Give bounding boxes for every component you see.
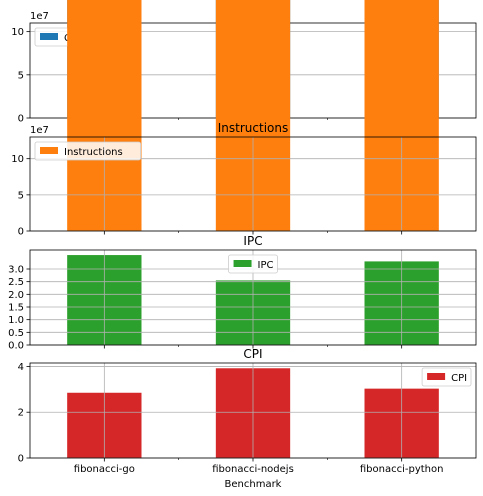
ipc-ytick-label-4: 2.0 [8,290,24,301]
ipc-frame [29,249,477,346]
cycles-offset-label: 1e7 [30,11,49,22]
cpi-ytick-label-0: 0 [18,454,24,465]
cpi-ytick-label-1: 2 [18,408,24,419]
x-axis-label: Benchmark [225,479,282,490]
instructions-frame [29,136,477,232]
cpi-ytick-label-2: 4 [18,362,24,373]
instructions-title: Instructions [218,121,288,135]
x-tick-label-fibonacci-python: fibonacci-python [360,464,444,475]
ipc-ytick-label-1: 0.5 [8,328,24,339]
cpi-legend-label: CPI [451,373,467,384]
cpi-title: CPI [243,347,262,361]
ipc-title: IPC [243,234,262,248]
instructions-ytick-label-2: 10 [11,154,24,165]
instructions-offset-label: 1e7 [30,125,49,136]
instructions-legend-box [34,141,141,161]
ipc-legend-label: IPC [258,260,274,271]
cpi-frame [29,362,477,459]
ipc-ytick-label-0: 0.0 [8,341,24,352]
cycles-ytick-label-1: 5 [18,70,24,81]
ipc-ytick-label-3: 1.5 [8,303,24,314]
instructions-ytick-label-1: 5 [18,190,24,201]
instructions-legend-label: Instructions [64,147,123,158]
cycles-ytick-label-2: 10 [11,27,24,38]
ipc-ytick-label-6: 3.0 [8,265,24,276]
cpi-legend-swatch [427,373,446,380]
instructions-ytick-label-0: 0 [18,227,24,238]
x-tick-label-fibonacci-nodejs: fibonacci-nodejs [212,464,294,475]
ipc-legend-box [228,254,278,274]
ipc-ytick-label-2: 1.0 [8,315,24,326]
ipc-ytick-label-5: 2.5 [8,277,24,288]
instructions-legend-swatch [40,147,58,154]
cycles-legend-swatch [40,33,58,40]
cpi-legend-box [421,367,472,387]
ipc-legend-swatch [233,260,252,267]
x-tick-label-fibonacci-go: fibonacci-go [74,464,135,475]
cycles-ytick-label-0: 0 [18,114,24,125]
